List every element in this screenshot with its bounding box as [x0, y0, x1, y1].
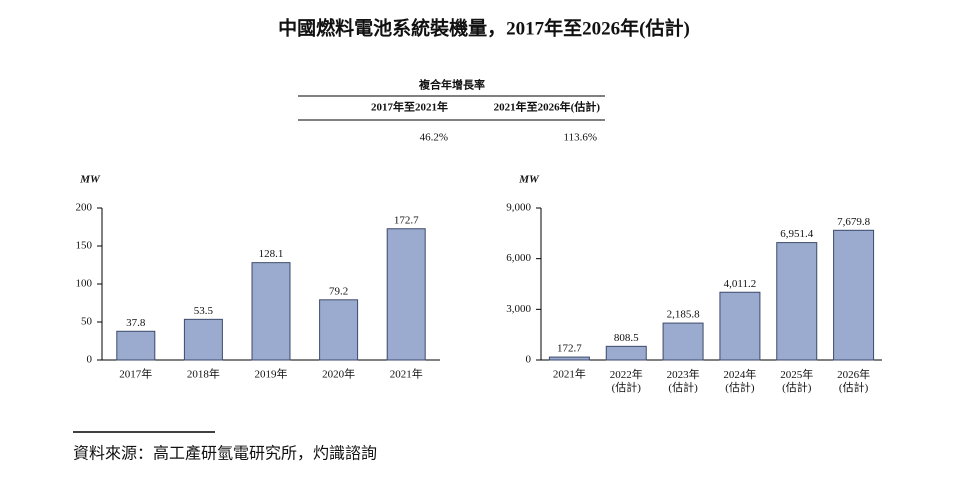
x-tick-label: 2021年 — [390, 367, 423, 381]
value-label: 37.8 — [126, 317, 146, 329]
bar — [833, 229, 875, 361]
table-column: 2017年至2021年 — [371, 100, 448, 114]
x-tick-label: 2025年(估計) — [780, 367, 813, 394]
value-label: 53.5 — [194, 305, 214, 317]
y-axis-label: MW — [79, 174, 101, 186]
y-tick-label: 100 — [76, 278, 93, 290]
y-tick-label: 3,000 — [506, 303, 531, 315]
y-tick-label: 50 — [81, 316, 93, 328]
y-tick-label: 9,000 — [506, 202, 531, 214]
value-label: 7,679.8 — [837, 216, 871, 228]
table-column: 2021年至2026年(估計) — [494, 100, 601, 114]
x-tick-label: 2017年 — [119, 367, 152, 381]
y-tick-label: 0 — [87, 354, 93, 366]
bar — [183, 318, 223, 361]
bar — [548, 356, 590, 361]
table-header: 複合年增長率 — [418, 78, 485, 92]
page-title: 中國燃料電池系統裝機量，2017年至2026年(估計) — [278, 16, 690, 39]
bar — [386, 228, 426, 361]
bar — [719, 291, 761, 361]
x-tick-label: 2018年 — [187, 367, 220, 381]
x-tick-label: 2019年 — [255, 367, 288, 381]
x-tick-label: 2023年(估計) — [667, 367, 700, 394]
value-label: 4,011.2 — [724, 278, 757, 290]
value-label: 6,951.4 — [780, 228, 814, 240]
x-tick-label: 2022年(估計) — [610, 367, 643, 394]
x-tick-label: 2026年(估計) — [837, 367, 870, 394]
value-label: 172.7 — [557, 343, 582, 355]
value-label: 808.5 — [614, 332, 639, 344]
bar — [605, 345, 647, 361]
bar — [319, 299, 359, 361]
y-axis-label: MW — [518, 174, 540, 186]
x-tick-label: 2024年(估計) — [723, 367, 756, 394]
bar — [662, 322, 704, 361]
x-tick-label: 2021年 — [553, 367, 586, 381]
y-tick-label: 150 — [76, 240, 93, 252]
bar — [251, 262, 291, 361]
y-tick-label: 6,000 — [506, 252, 531, 264]
source: 資料來源：高工產研氫電研究所，灼識諮詢 — [73, 445, 377, 463]
bar — [116, 330, 156, 361]
value-label: 128.1 — [259, 248, 284, 260]
y-tick-label: 0 — [526, 354, 532, 366]
value-label: 79.2 — [329, 285, 348, 297]
y-tick-label: 200 — [76, 202, 93, 214]
value-label: 2,185.8 — [667, 309, 701, 321]
table-value: 46.2% — [420, 132, 448, 144]
table-value: 113.6% — [563, 132, 597, 144]
bar — [776, 242, 818, 361]
value-label: 172.7 — [394, 214, 419, 226]
x-tick-label: 2020年 — [322, 367, 355, 381]
